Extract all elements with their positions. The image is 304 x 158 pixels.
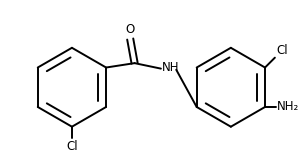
Text: Cl: Cl (276, 44, 288, 57)
Text: Cl: Cl (66, 140, 78, 153)
Text: O: O (126, 23, 135, 36)
Text: NH₂: NH₂ (277, 100, 299, 113)
Text: NH: NH (162, 61, 179, 74)
